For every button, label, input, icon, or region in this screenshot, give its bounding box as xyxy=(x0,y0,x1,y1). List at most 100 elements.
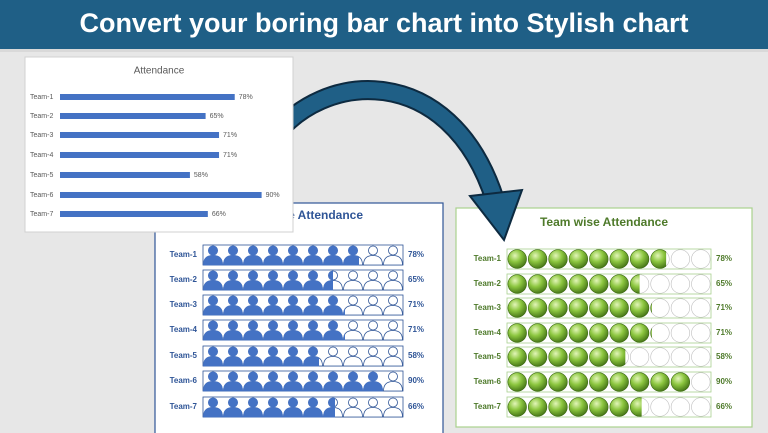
person-head xyxy=(288,346,298,357)
person-body xyxy=(383,381,403,392)
value-label: 90% xyxy=(716,377,732,386)
ball xyxy=(527,372,548,392)
person-body xyxy=(303,381,323,392)
ball xyxy=(670,347,691,367)
value-label: 65% xyxy=(716,279,732,288)
person-head xyxy=(368,346,378,357)
person-body xyxy=(223,280,243,291)
person-head xyxy=(228,270,238,281)
person-head xyxy=(288,320,298,331)
person-head xyxy=(288,245,298,256)
person-body xyxy=(343,356,363,367)
person-head xyxy=(228,371,238,382)
person-head xyxy=(208,346,218,357)
person-body xyxy=(303,356,319,367)
person-body xyxy=(303,280,323,291)
person-head xyxy=(368,295,378,306)
value-label: 71% xyxy=(223,132,237,139)
person-head xyxy=(388,320,398,331)
ball-fill xyxy=(507,274,640,294)
person-body xyxy=(363,305,383,316)
category-label: Team-5 xyxy=(170,351,198,360)
person-body xyxy=(323,255,343,266)
person-body xyxy=(223,356,243,367)
ball xyxy=(568,249,589,269)
person-head xyxy=(328,245,338,256)
ball xyxy=(507,323,527,343)
person-head xyxy=(268,346,278,357)
ball xyxy=(589,323,609,343)
ball xyxy=(548,347,568,367)
bar xyxy=(60,152,220,158)
bar xyxy=(60,192,262,198)
arrow-body xyxy=(265,82,503,203)
person-head xyxy=(208,397,218,408)
person-head xyxy=(348,320,358,331)
person-body xyxy=(323,381,343,392)
value-label: 58% xyxy=(408,351,424,360)
ball xyxy=(629,372,650,392)
person-body xyxy=(243,381,263,392)
ball xyxy=(568,347,589,367)
person-head xyxy=(248,270,258,281)
ball xyxy=(507,298,527,318)
ball xyxy=(609,372,629,392)
ball xyxy=(650,372,670,392)
person-body xyxy=(383,280,403,291)
ball xyxy=(691,347,711,367)
person-head xyxy=(268,270,278,281)
ball xyxy=(548,274,568,294)
person-body xyxy=(243,356,263,367)
ball xyxy=(650,347,670,367)
person-head xyxy=(308,346,318,357)
person-head xyxy=(328,320,338,331)
category-label: Team-6 xyxy=(30,192,53,199)
person-head xyxy=(368,320,378,331)
person-head xyxy=(368,371,378,382)
ball xyxy=(527,298,548,318)
value-label: 66% xyxy=(408,402,424,411)
person-head xyxy=(248,371,258,382)
ball xyxy=(527,397,548,417)
ball xyxy=(629,323,650,343)
person-body xyxy=(203,255,223,266)
person-body xyxy=(203,305,223,316)
person-body xyxy=(263,381,283,392)
person-body xyxy=(203,407,223,418)
category-label: Team-4 xyxy=(170,325,198,334)
person-body xyxy=(223,407,243,418)
person-body xyxy=(343,330,363,341)
ball xyxy=(691,249,711,269)
person-body xyxy=(303,255,323,266)
person-head xyxy=(388,245,398,256)
person-body xyxy=(283,356,303,367)
person-head xyxy=(348,371,358,382)
header-bar xyxy=(0,0,768,49)
person-head xyxy=(228,397,238,408)
ball xyxy=(650,302,652,314)
ball xyxy=(650,298,670,318)
person-body xyxy=(363,280,383,291)
value-label: 58% xyxy=(716,352,732,361)
person-head xyxy=(268,295,278,306)
person-head xyxy=(308,371,318,382)
person-head xyxy=(368,245,378,256)
category-label: Team-3 xyxy=(474,303,502,312)
person-body xyxy=(363,407,383,418)
person-body xyxy=(263,407,283,418)
ball xyxy=(507,397,527,417)
person-body xyxy=(343,308,345,316)
person-head xyxy=(268,371,278,382)
ball xyxy=(589,274,609,294)
person-body xyxy=(203,280,223,291)
category-label: Team-1 xyxy=(170,250,198,259)
ball-fill xyxy=(507,249,667,269)
category-label: Team-3 xyxy=(170,300,198,309)
person-body xyxy=(283,330,303,341)
category-label: Team-7 xyxy=(30,211,53,218)
person-head xyxy=(248,397,258,408)
ball xyxy=(548,298,568,318)
person-head xyxy=(248,320,258,331)
ball xyxy=(548,397,568,417)
